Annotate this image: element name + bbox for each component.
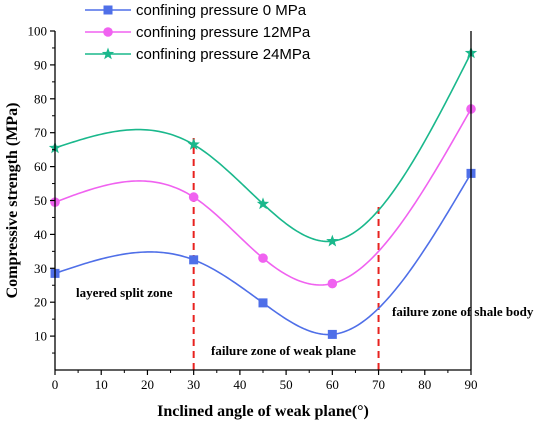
data-point-s1-x30: [188, 192, 199, 202]
data-point-s2-x45: [256, 197, 270, 210]
x-tick-label: 40: [233, 377, 246, 392]
x-tick-label: 70: [372, 377, 385, 392]
legend: confining pressure 0 MPa confining pressu…: [85, 2, 311, 63]
legend-label-1: confining pressure 12MPa: [136, 24, 311, 41]
y-tick-label: 30: [34, 261, 47, 276]
y-axis-title: Compressive strength (MPa): [4, 103, 21, 299]
x-tick-label: 90: [465, 377, 478, 392]
annotation-failure-zone-shale-body: failure zone of shale body: [392, 304, 534, 319]
y-tick-label: 70: [34, 125, 47, 140]
legend-marker-0: [103, 5, 113, 15]
data-point-s2-x60: [326, 234, 339, 247]
y-tick-label: 10: [34, 329, 47, 344]
annotation-layered-split-zone: layered split zone: [76, 285, 173, 300]
y-tick-label: 50: [34, 193, 47, 208]
y-tick-label: 90: [34, 57, 47, 72]
x-tick-label: 30: [187, 377, 200, 392]
x-tick-label: 50: [280, 377, 293, 392]
x-tick-label: 80: [418, 377, 431, 392]
y-tick-label: 60: [34, 159, 47, 174]
x-axis-title: Inclined angle of weak plane(°): [157, 403, 369, 420]
x-tick-label: 0: [52, 377, 59, 392]
data-point-s2-x30: [187, 138, 200, 150]
data-point-s0-x30: [189, 255, 199, 265]
data-point-s0-x60: [327, 329, 337, 339]
y-tick-label: 100: [28, 24, 48, 39]
legend-label-2: confining pressure 24MPa: [136, 46, 311, 63]
axes: 0 10 20 30 40 50 60 70 80 90 10 20 30 40 50 60 70 80 90 100: [28, 24, 478, 393]
data-point-s1-x45: [258, 253, 268, 263]
y-tick-label: 20: [34, 295, 47, 310]
legend-marker-2: [101, 47, 115, 60]
x-tick-label: 60: [326, 377, 339, 392]
data-point-s1-x60: [327, 278, 338, 289]
legend-marker-1: [103, 27, 113, 37]
legend-label-0: confining pressure 0 MPa: [136, 2, 307, 19]
y-tick-label: 80: [34, 91, 47, 106]
x-tick-label: 20: [141, 377, 154, 392]
data-point-s0-x45: [258, 298, 268, 308]
x-tick-label: 10: [95, 377, 108, 392]
zone-dividers: [192, 138, 380, 370]
y-tick-label: 40: [34, 227, 47, 242]
annotation-failure-zone-weak-plane: failure zone of weak plane: [211, 343, 356, 358]
